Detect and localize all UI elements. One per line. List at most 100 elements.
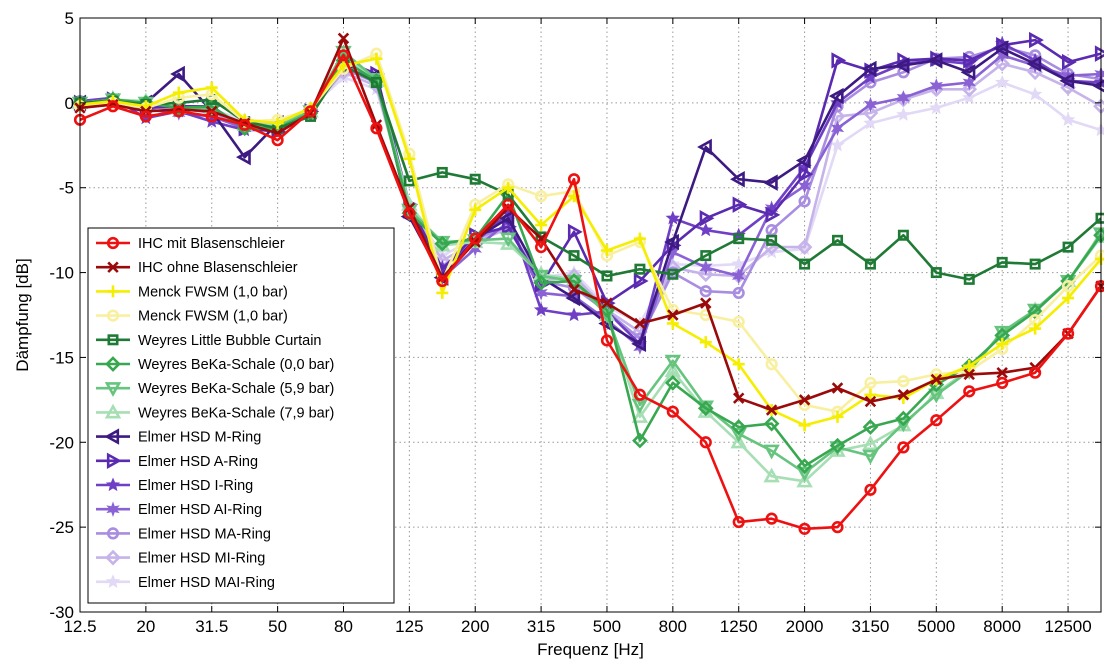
data-point [832, 234, 844, 246]
data-point [799, 258, 811, 270]
data-point [566, 273, 582, 289]
data-point [763, 467, 780, 483]
x-axis-label: Frequenz [Hz] [537, 640, 644, 659]
data-point [697, 400, 714, 417]
legend-label: Weyres Little Bubble Curtain [138, 333, 322, 349]
data-point [798, 522, 811, 535]
x-tick-label: 200 [461, 617, 489, 636]
data-point [172, 105, 185, 118]
data-point [534, 241, 548, 254]
data-point [105, 549, 121, 566]
data-point [796, 458, 813, 474]
data-point [139, 110, 152, 123]
legend-item: Elmer HSD I-Ring [96, 477, 253, 494]
plot-series [71, 31, 1104, 535]
data-point [862, 419, 879, 435]
data-point [666, 405, 679, 418]
legend-item: Elmer HSD MI-Ring [96, 549, 265, 567]
data-point [666, 317, 679, 330]
data-point [766, 234, 778, 246]
data-point [699, 210, 715, 227]
legend: IHC mit Blasenschleier IHC ohne Blasensch… [87, 227, 395, 604]
data-point [996, 256, 1008, 268]
data-point [863, 115, 878, 130]
data-point [600, 244, 613, 257]
data-point [831, 410, 844, 423]
data-point [664, 233, 679, 251]
data-point [1027, 86, 1043, 101]
legend-label: Elmer HSD A-Ring [138, 454, 258, 470]
legend-item: Elmer HSD MAI-Ring [96, 574, 275, 591]
data-point [929, 78, 944, 94]
data-point [1029, 31, 1044, 49]
data-point [796, 472, 813, 488]
data-point [698, 222, 714, 237]
data-point [763, 415, 780, 432]
data-point [106, 309, 120, 322]
legend-item: Elmer HSD M-Ring [96, 428, 261, 446]
legend-item: Weyres BeKa-Schale (0,0 bar) [96, 356, 334, 373]
data-point [107, 285, 119, 298]
data-point [502, 218, 517, 235]
legend-item: Menck FWSM (1,0 bar) [96, 309, 288, 325]
x-tick-label: 800 [659, 617, 687, 636]
data-point [962, 90, 977, 104]
data-point [897, 389, 910, 401]
data-point [403, 152, 416, 165]
legend-label: Elmer HSD MA-Ring [138, 526, 271, 542]
legend-item: Weyres BeKa-Schale (7,9 bar) [96, 403, 334, 421]
data-point [765, 404, 778, 416]
data-point [665, 210, 680, 225]
data-point [633, 272, 649, 290]
y-tick-label: -25 [49, 518, 74, 537]
x-tick-label: 3150 [852, 617, 890, 636]
legend-item: Elmer HSD AI-Ring [96, 501, 262, 518]
data-point [434, 235, 451, 252]
data-point [370, 122, 383, 135]
x-tick-label: 125 [395, 617, 423, 636]
data-point [106, 452, 122, 470]
data-point [864, 395, 877, 408]
data-point [732, 515, 745, 529]
legend-label: Weyres BeKa-Schale (7,9 bar) [138, 405, 334, 421]
data-point [1027, 303, 1043, 320]
data-point [828, 87, 844, 105]
x-tick-label: 2000 [786, 617, 824, 636]
data-point [535, 219, 548, 232]
data-point [236, 148, 251, 166]
data-point [963, 368, 975, 381]
data-point [897, 375, 910, 388]
data-point [436, 286, 449, 299]
legend-item: IHC mit Blasenschleier [96, 236, 285, 252]
data-point [831, 52, 847, 69]
data-point [700, 250, 712, 262]
data-point [864, 376, 877, 389]
data-point [1061, 53, 1077, 71]
data-point [697, 138, 712, 156]
data-point [436, 274, 449, 288]
data-point [106, 501, 120, 518]
data-point [897, 441, 910, 454]
data-point [699, 436, 712, 449]
data-point [762, 174, 778, 191]
data-point [568, 283, 580, 296]
legend-label: IHC ohne Blasenschleier [138, 260, 298, 276]
data-point [798, 394, 811, 406]
data-point [829, 437, 846, 454]
data-point [337, 32, 350, 45]
data-point [862, 449, 879, 465]
data-point [896, 90, 911, 106]
data-point [499, 232, 517, 248]
data-point [238, 118, 251, 132]
series-0 [73, 49, 1104, 535]
data-point [862, 105, 879, 121]
data-point [533, 302, 549, 317]
data-point [929, 100, 944, 115]
data-point [798, 195, 811, 208]
data-point [667, 268, 679, 280]
x-tick-label: 50 [268, 617, 287, 636]
data-point [732, 392, 745, 404]
data-point [699, 285, 712, 298]
y-tick-label: 0 [65, 94, 74, 113]
